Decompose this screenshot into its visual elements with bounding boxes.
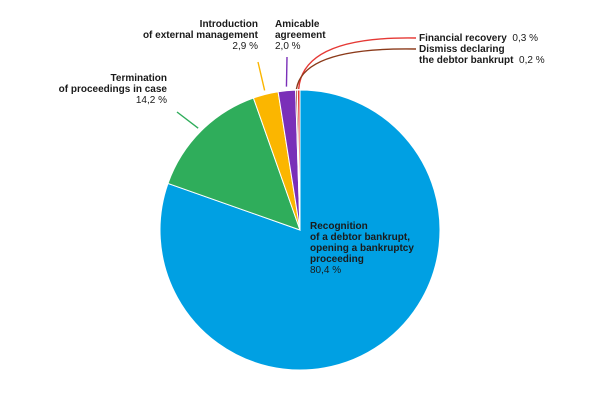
pie-slice-financial xyxy=(296,89,301,231)
label-financial-name-1: Financial recovery xyxy=(419,33,507,44)
pie-slice-recognition xyxy=(159,89,441,371)
label-amicable: Amicable agreement 2,0 % xyxy=(275,19,326,52)
label-dismiss-value: 0,2 % xyxy=(519,55,545,66)
pie-slice-termination xyxy=(167,97,301,231)
label-termination-value: 14,2 % xyxy=(135,95,167,106)
label-dismiss-name-2: the debtor bankrupt xyxy=(419,55,514,66)
label-recognition-name-4: proceeding xyxy=(310,254,364,265)
label-dismiss: Dismiss declaring the debtor bankrupt 0,… xyxy=(419,44,545,66)
label-financial: Financial recovery 0,3 % xyxy=(419,33,538,44)
label-recognition-name-1: Recognition xyxy=(310,221,368,232)
label-amicable-name-1: Amicable xyxy=(275,19,320,30)
label-recognition-value: 80,4 % xyxy=(310,265,342,276)
label-recognition: Recognition of a debtor bankrupt, openin… xyxy=(310,221,414,276)
label-dismiss-name-1: Dismiss declaring xyxy=(419,44,505,55)
label-amicable-name-2: agreement xyxy=(275,30,326,41)
label-termination-name-2: of proceedings in case xyxy=(58,84,167,95)
label-introduction-value: 2,9 % xyxy=(232,41,258,52)
leader-line-termination xyxy=(176,111,199,129)
label-introduction-name-1: Introduction xyxy=(199,19,258,30)
label-introduction: Introduction of external management 2,9 … xyxy=(143,19,258,52)
leader-line-amicable xyxy=(285,56,288,87)
label-termination-name-1: Termination xyxy=(110,73,167,84)
label-financial-value: 0,3 % xyxy=(512,33,538,44)
leader-line-introduction xyxy=(257,61,266,91)
label-termination: Termination of proceedings in case 14,2 … xyxy=(59,73,167,106)
label-recognition-name-2: of a debtor bankrupt, xyxy=(310,232,410,243)
label-recognition-name-3: opening a bankruptcy xyxy=(310,243,414,254)
label-introduction-name-2: of external management xyxy=(142,30,258,41)
label-amicable-value: 2,0 % xyxy=(275,41,301,52)
leader-line-dismiss xyxy=(295,48,417,90)
